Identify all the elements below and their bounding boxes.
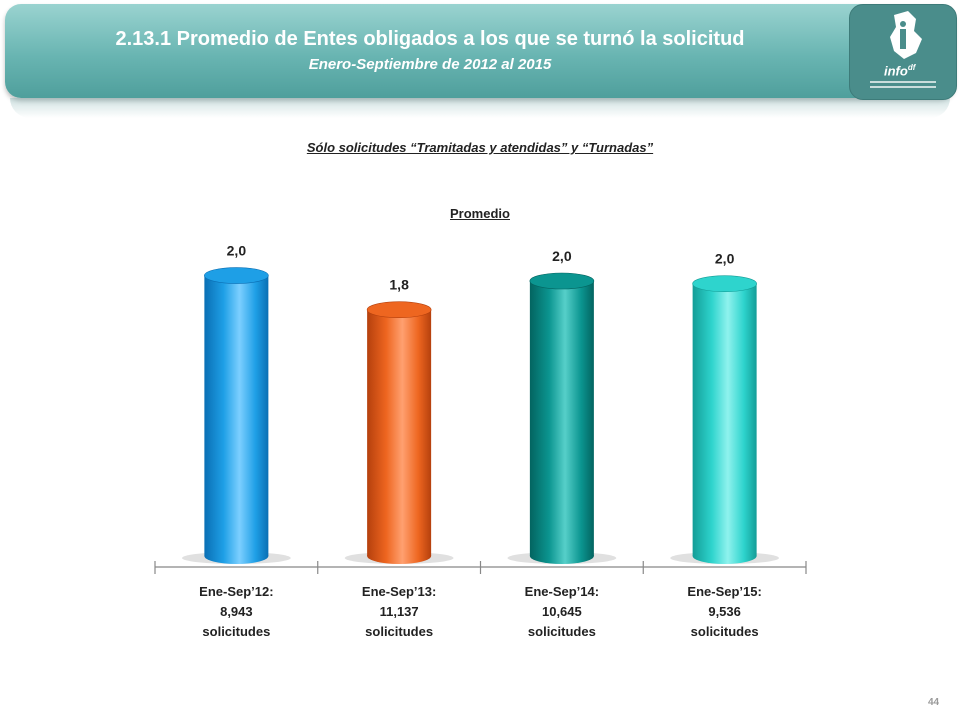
header-banner — [5, 4, 955, 98]
bar-top — [692, 275, 757, 293]
bar-body — [367, 309, 432, 556]
page-number: 44 — [928, 697, 940, 708]
bar — [529, 272, 595, 564]
x-tick-label: 11,137 — [380, 604, 419, 619]
x-tick-label: Ene-Sep’14: — [525, 584, 599, 599]
header-shadow — [10, 98, 950, 118]
data-label: 2,0 — [227, 243, 247, 259]
bar-top — [204, 267, 269, 284]
bar-body — [529, 280, 594, 556]
data-label: 1,8 — [389, 277, 409, 293]
bar-top — [366, 301, 432, 319]
x-tick-label: solicitudes — [528, 624, 596, 639]
bar — [366, 301, 432, 564]
bar-bottom — [367, 548, 432, 564]
bar-top — [529, 272, 595, 290]
bar-body — [204, 275, 269, 556]
x-tick-label: 9,536 — [708, 604, 741, 619]
page-title: 2.13.1 Promedio de Entes obligados a los… — [115, 28, 745, 50]
map-icon — [870, 11, 936, 88]
logo-text: infodf — [884, 63, 916, 79]
data-label: 2,0 — [715, 251, 735, 267]
bar-bottom — [529, 548, 594, 564]
bar-body — [692, 283, 757, 556]
bar — [204, 267, 269, 564]
page-subtitle: Enero-Septiembre de 2012 al 2015 — [308, 56, 552, 73]
x-tick-label: solicitudes — [691, 624, 759, 639]
x-tick-label: solicitudes — [202, 624, 270, 639]
chart-title: Promedio — [450, 206, 510, 221]
infodf-logo: infodf — [849, 4, 957, 100]
x-tick-label: Ene-Sep’15: — [687, 584, 761, 599]
data-label: 2,0 — [552, 248, 572, 264]
x-tick-label: Ene-Sep’13: — [362, 584, 436, 599]
x-tick-label: 8,943 — [220, 604, 253, 619]
x-tick-label: Ene-Sep’12: — [199, 584, 273, 599]
section-title: Sólo solicitudes “Tramitadas y atendidas… — [306, 140, 654, 155]
x-tick-label: 10,645 — [542, 604, 582, 619]
bar — [692, 275, 757, 564]
bar-bottom — [204, 548, 269, 564]
x-tick-label: solicitudes — [365, 624, 433, 639]
bar-bottom — [692, 548, 757, 564]
